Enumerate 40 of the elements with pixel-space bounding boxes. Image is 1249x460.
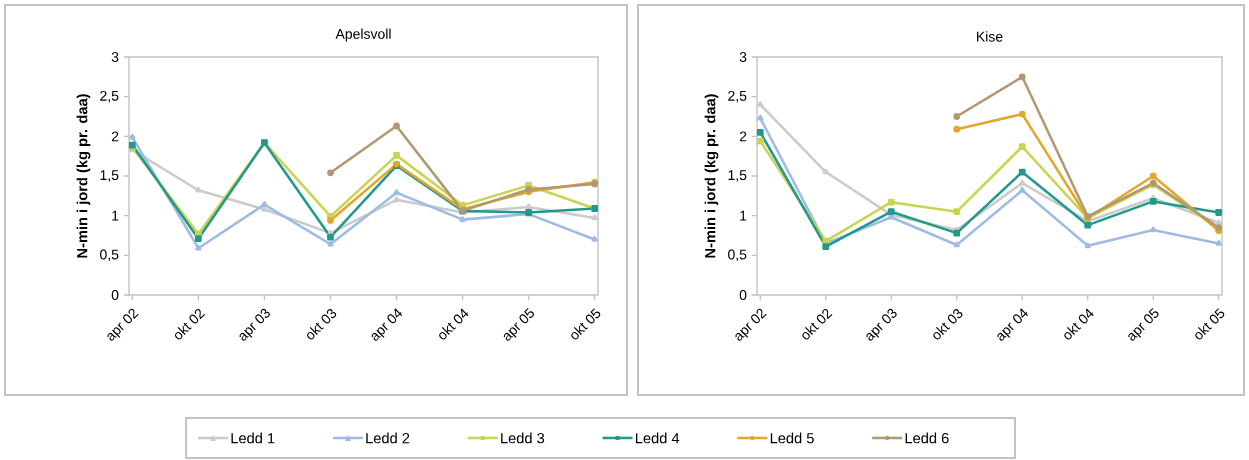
chart-title: Apelsvoll <box>335 28 391 42</box>
x-tick-label: okt 05 <box>1195 308 1225 340</box>
x-tick-label: apr 03 <box>239 308 270 341</box>
y-tick-label: 1 <box>112 210 119 221</box>
x-tick-label: apr 05 <box>1128 307 1159 341</box>
x-tick-label: okt 03 <box>933 308 963 340</box>
y-tick-label: 0 <box>739 290 747 300</box>
x-tick-label: apr 02 <box>735 308 767 341</box>
y-tick-label: 2 <box>739 131 747 142</box>
x-tick-label: apr 02 <box>107 308 139 341</box>
legend-label: Ledd 3 <box>501 432 545 444</box>
y-tick-label: 0,5 <box>728 249 747 262</box>
legend-label: Ledd 2 <box>366 432 410 444</box>
y-tick-label: 0,5 <box>100 249 119 262</box>
y-tick-label: 1,5 <box>728 170 747 182</box>
legend-label: Ledd 4 <box>635 432 680 444</box>
y-tick-label: 2,5 <box>100 90 119 103</box>
legend-label: Ledd 1 <box>231 432 275 444</box>
chart-title: Kise <box>977 31 1003 42</box>
y-tick-label: 3 <box>739 52 747 62</box>
legend-label: Ledd 5 <box>770 432 814 444</box>
x-tick-label: apr 04 <box>997 308 1028 341</box>
x-tick-label: apr 03 <box>866 308 897 341</box>
x-tick-label: okt 05 <box>571 308 601 340</box>
legend-label: Ledd 6 <box>905 432 949 444</box>
y-tick-label: 3 <box>111 52 119 62</box>
x-tick-label: okt 02 <box>802 308 833 340</box>
y-tick-label: 0 <box>111 290 119 300</box>
x-tick-label: okt 03 <box>307 308 337 340</box>
x-tick-label: apr 04 <box>371 308 403 341</box>
x-tick-label: apr 05 <box>503 307 534 341</box>
y-tick-label: 1,5 <box>100 170 119 182</box>
y-tick-label: 2,5 <box>728 90 747 103</box>
y-tick-label: 1 <box>740 210 747 221</box>
x-tick-label: okt 04 <box>439 308 469 340</box>
y-tick-label: 2 <box>111 131 119 142</box>
y-axis-title: N-min i jord (kg pr. daa) <box>704 94 719 258</box>
y-axis-title: N-min i jord (kg pr. daa) <box>76 94 91 258</box>
x-tick-label: okt 04 <box>1064 308 1094 340</box>
x-tick-label: okt 02 <box>174 308 206 340</box>
